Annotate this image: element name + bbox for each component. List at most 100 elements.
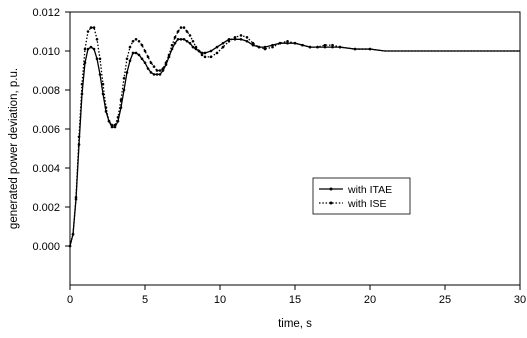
series-point [143,49,147,53]
series-point [251,43,255,47]
series-point [83,61,87,64]
series-point [89,26,93,29]
series-point [152,73,156,76]
series-point [140,57,144,61]
series-point [221,41,225,45]
series-point [191,45,195,49]
series-point [83,47,87,51]
series-point [182,38,186,41]
series-point [173,36,177,39]
series-point [92,47,96,51]
series-point [179,26,183,29]
series-point [146,55,150,59]
legend-entries: with ITAE with ISE [319,184,392,210]
series-point [182,26,186,29]
legend-label-1: with ITAE [347,184,392,196]
series-point [122,88,126,92]
series-point [104,106,108,109]
legend: with ITAE with ISE [312,177,411,215]
series-point [215,51,219,55]
series-point [338,45,342,49]
series-point [155,69,159,72]
series-point [215,45,219,49]
series-point [134,38,138,41]
series-point [188,34,192,37]
series-line-2 [69,26,520,247]
series-point [128,59,132,63]
y-tick-label: 0.010 [32,46,60,58]
series-point [149,71,153,74]
series-point [197,49,201,53]
series-point [221,45,225,49]
series-point [368,47,372,51]
series-point [245,36,249,39]
series-point [77,135,81,139]
series-point [263,45,267,49]
series-point [209,49,213,53]
series-point [146,67,150,70]
series-point [173,41,177,45]
series-point [271,45,274,49]
series-point [86,30,90,33]
series-point [233,36,237,39]
series-point [110,125,114,129]
series-point [92,26,96,29]
series-point [80,82,84,86]
series-point [301,43,304,47]
series-point [239,34,243,37]
y-tick-label: 0.004 [32,163,60,175]
legend-label-2: with ISE [347,198,387,210]
x-tick-label: 20 [364,294,376,306]
series-point [286,39,289,43]
series-point [116,116,120,119]
legend-marker [329,201,333,205]
series-point [239,38,243,41]
series-point [107,119,111,123]
series-point [158,73,162,76]
plot-area [68,26,520,248]
series-point [119,106,123,109]
series-point [161,67,165,70]
series-point [316,45,319,49]
y-axis-label: generated power deviation, p.u. [8,68,20,229]
series-point [209,55,213,59]
series-point [137,53,141,57]
series-point [131,51,135,55]
y-tick-label: 0.008 [32,85,60,97]
series-point [323,43,327,47]
series-point [74,195,78,199]
series-point [251,41,255,45]
series-point [125,57,129,61]
series-point [149,61,153,64]
series-point [323,45,327,49]
series-point [158,69,162,72]
y-tick-label: 0.006 [32,124,60,136]
series-point [137,39,141,43]
series-point [331,43,334,47]
series-point [161,69,165,72]
series-line-1 [69,38,520,247]
series-point [89,45,93,49]
series-point [308,45,312,49]
series-point [95,38,99,41]
series-point [194,45,198,49]
series-point [263,47,267,51]
series-point [200,53,204,57]
series-point [155,73,159,76]
series-point [176,38,180,41]
series-point [179,38,183,41]
x-tick-label: 15 [289,294,301,306]
y-tick-label: 0.002 [32,202,60,214]
series-point [170,43,174,47]
series-point [286,41,289,45]
series-point [227,38,231,41]
series-point [331,45,334,49]
y-tick-label: 0.012 [32,7,60,19]
series-point [122,77,126,80]
series-point [152,65,156,68]
series-point [203,51,207,55]
legend-marker [329,187,333,191]
series-point [194,47,198,51]
series-point [191,39,195,43]
